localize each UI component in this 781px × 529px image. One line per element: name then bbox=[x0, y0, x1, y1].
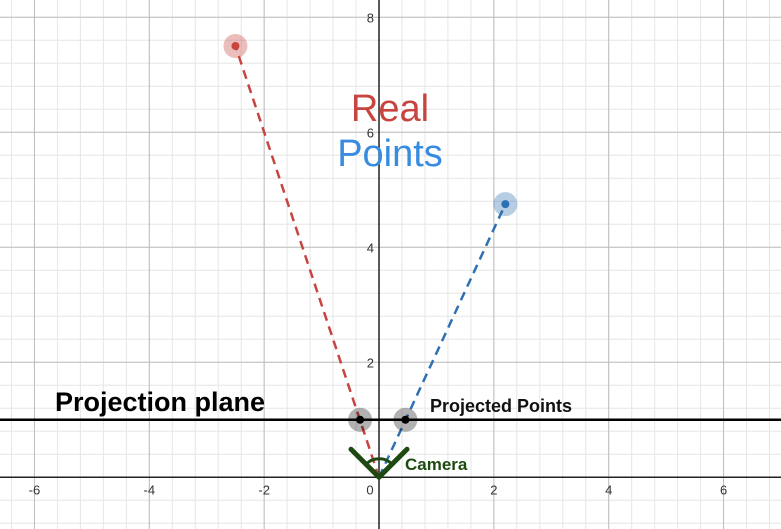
x-tick-label: 2 bbox=[490, 482, 497, 497]
real-label: Real bbox=[351, 88, 429, 130]
projection-plane-label: Projection plane bbox=[55, 387, 265, 417]
projected-point bbox=[356, 415, 365, 424]
y-tick-label: 2 bbox=[367, 355, 374, 370]
x-tick-label: 6 bbox=[720, 482, 727, 497]
y-tick-label: 4 bbox=[367, 240, 374, 255]
x-tick-label: -2 bbox=[258, 482, 270, 497]
marks bbox=[0, 34, 781, 480]
tick-labels: -6 -4 -2 0 2 4 6 2 4 6 8 bbox=[29, 10, 728, 497]
y-tick-label: 6 bbox=[367, 125, 374, 140]
points-label: Points bbox=[337, 133, 443, 175]
projected-points-label: Projected Points bbox=[430, 396, 572, 416]
x-tick-label: -6 bbox=[29, 482, 41, 497]
projection-ray bbox=[377, 203, 507, 478]
projection-ray bbox=[234, 45, 381, 478]
real-point bbox=[501, 200, 510, 209]
real-point bbox=[231, 42, 240, 50]
x-tick-label: -4 bbox=[144, 482, 156, 497]
camera-icon bbox=[348, 446, 410, 480]
y-tick-label: 8 bbox=[367, 10, 374, 25]
x-tick-label: 0 bbox=[366, 482, 373, 497]
camera-angle-arc bbox=[364, 457, 394, 466]
camera-label: Camera bbox=[405, 455, 468, 474]
projected-point bbox=[401, 415, 410, 424]
x-tick-label: 4 bbox=[605, 482, 612, 497]
